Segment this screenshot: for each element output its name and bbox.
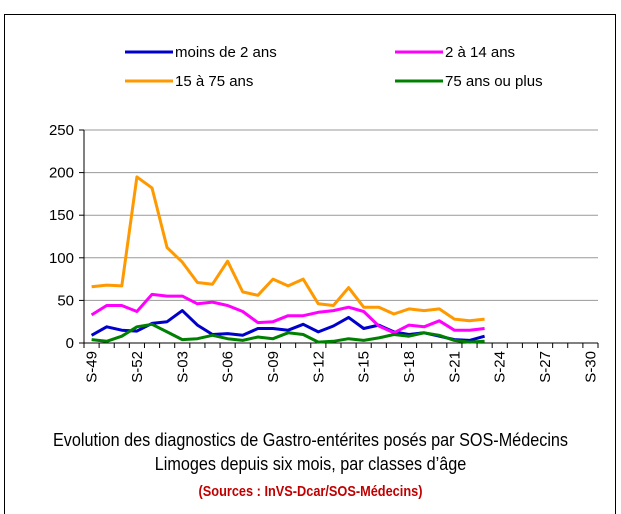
series-line	[91, 322, 485, 344]
legend-label: 2 à 14 ans	[445, 44, 515, 61]
x-tick-label: S-12	[310, 351, 327, 383]
y-tick-label: 250	[49, 122, 74, 139]
y-tick-label: 150	[49, 207, 74, 224]
y-tick-label: 0	[66, 335, 74, 352]
x-tick-label: S-18	[401, 351, 418, 383]
y-tick-label: 50	[57, 292, 74, 309]
legend-label: moins de 2 ans	[175, 44, 277, 61]
series-line	[91, 175, 485, 323]
series-line	[90, 292, 485, 335]
legend-label: 15 à 75 ans	[175, 73, 253, 90]
x-tick-label: S-09	[265, 351, 282, 383]
x-tick-label: S-30	[582, 351, 599, 383]
x-tick-label: S-15	[356, 351, 373, 383]
chart-source: (Sources : InVS-Dcar/SOS-Médecins)	[198, 483, 423, 500]
chart-title: Evolution des diagnostics de Gastro-enté…	[52, 430, 569, 474]
x-tick-label: S-27	[537, 351, 554, 383]
x-tick-label: S-03	[174, 351, 191, 383]
x-tick-label: S-21	[446, 351, 463, 383]
x-tick-label: S-24	[492, 351, 509, 383]
x-tick-label: S-52	[129, 351, 146, 383]
x-tick-label: S-49	[84, 351, 101, 383]
x-tick-label: S-06	[220, 351, 237, 383]
legend-label: 75 ans ou plus	[445, 73, 543, 90]
y-tick-label: 100	[49, 250, 74, 267]
frame	[4, 14, 616, 514]
y-tick-label: 200	[49, 165, 74, 182]
